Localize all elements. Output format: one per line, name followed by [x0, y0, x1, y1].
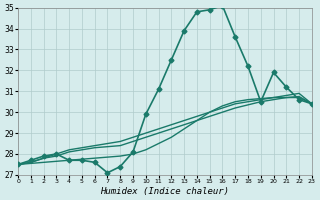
X-axis label: Humidex (Indice chaleur): Humidex (Indice chaleur) — [100, 187, 229, 196]
